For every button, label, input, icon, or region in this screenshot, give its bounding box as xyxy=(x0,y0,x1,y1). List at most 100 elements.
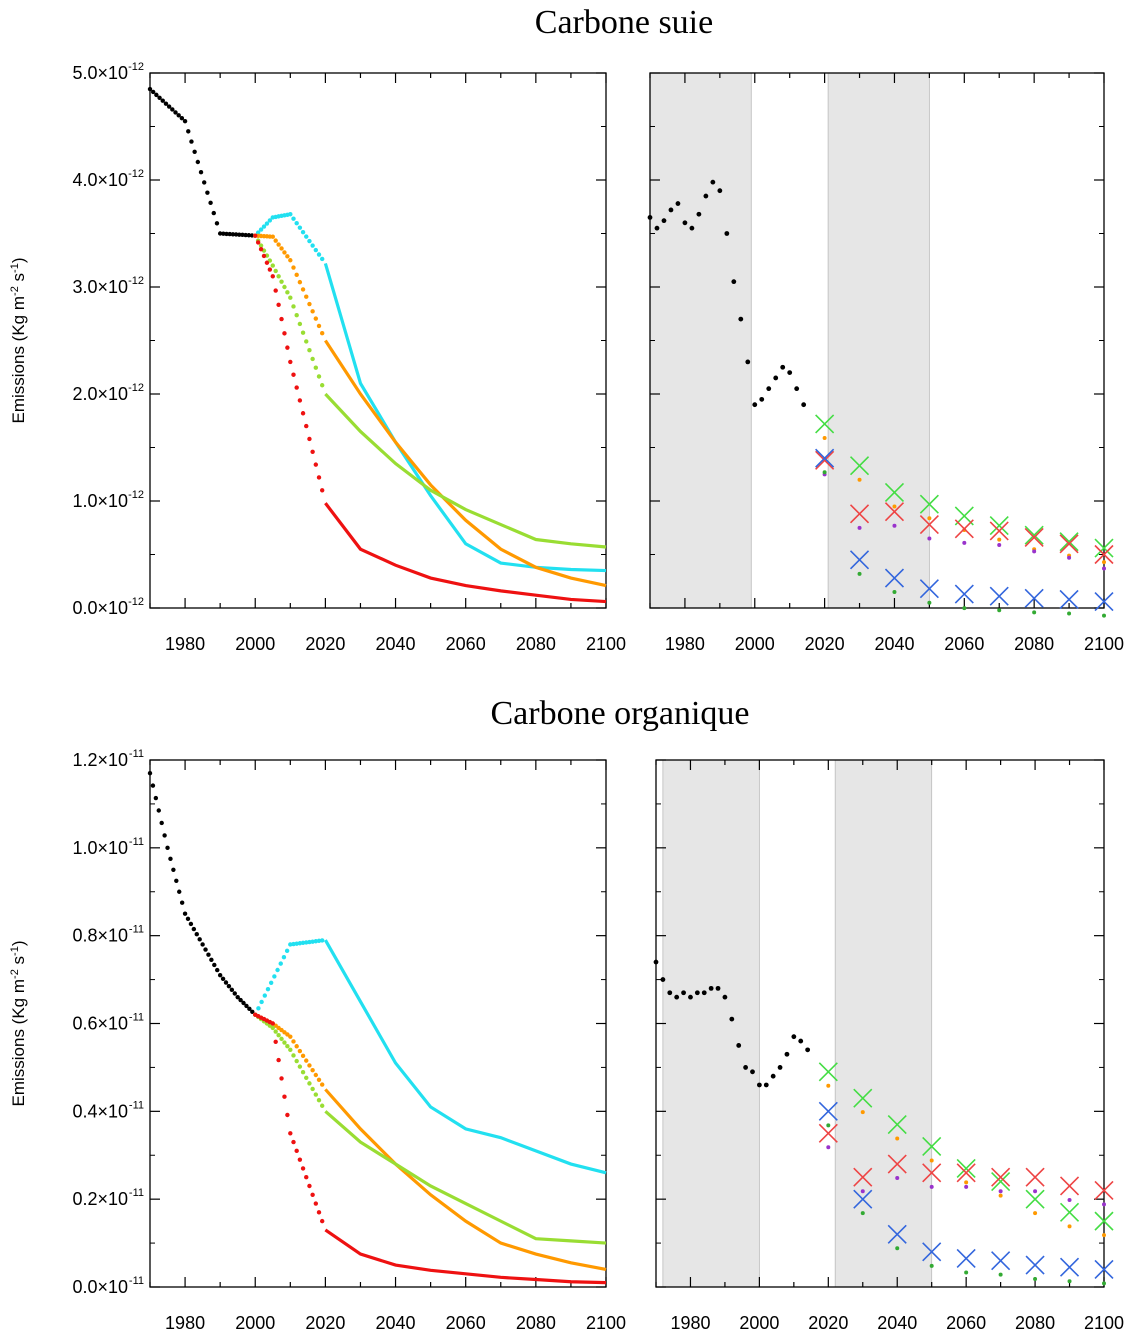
series-point xyxy=(310,243,315,248)
scenario-dot xyxy=(892,590,897,595)
series-point xyxy=(316,475,322,480)
historical-point xyxy=(766,386,772,392)
x-marker xyxy=(919,514,939,535)
series-point xyxy=(304,940,309,945)
x-marker xyxy=(991,1172,1011,1192)
series-point xyxy=(255,240,261,245)
scenario-dot xyxy=(998,1193,1003,1198)
x-marker xyxy=(1059,589,1079,610)
series-point xyxy=(297,225,303,230)
historical-point xyxy=(798,1038,804,1044)
series-point xyxy=(267,218,273,223)
historical-point xyxy=(780,364,786,370)
series-point xyxy=(258,246,264,252)
y-tick-exponent: -11 xyxy=(129,1012,144,1024)
series-point xyxy=(307,939,312,945)
x-marker xyxy=(849,456,870,476)
x-marker xyxy=(989,521,1009,541)
series-point xyxy=(304,234,309,239)
series-point xyxy=(176,113,181,118)
series-point xyxy=(282,284,287,290)
series-point xyxy=(313,365,319,370)
historical-point xyxy=(661,218,667,224)
scenario-dot xyxy=(1032,549,1037,554)
series-point xyxy=(202,180,207,185)
x-tick-label: 2080 xyxy=(516,1313,556,1333)
series-point xyxy=(300,940,306,946)
scenario-dot xyxy=(929,1158,934,1163)
scenario-dot xyxy=(1102,560,1106,565)
series-point xyxy=(235,994,240,1000)
chart-oc-scenario-markers: 1980 2000 2020 2040 2060 2080 2100 xyxy=(653,759,1124,1333)
x-marker xyxy=(1059,532,1079,552)
series-line xyxy=(324,1228,607,1285)
y-tick-exponent: -12 xyxy=(128,489,144,501)
series-point xyxy=(205,190,210,195)
historical-point xyxy=(784,1051,790,1057)
scenario-dot xyxy=(929,1263,934,1268)
x-marker xyxy=(989,516,1009,536)
series-point xyxy=(177,889,182,894)
series-point xyxy=(291,1139,296,1145)
chart-bc-scenario-markers: 1980 2000 2020 2040 2060 2080 2100 xyxy=(647,72,1124,654)
series-point xyxy=(203,947,208,952)
series-point xyxy=(319,1103,325,1108)
y-tick-label: 0.2×10 xyxy=(72,1189,128,1209)
series-point xyxy=(255,230,261,235)
scenario-dot xyxy=(1067,1279,1072,1284)
series-point xyxy=(233,232,239,237)
x-marker xyxy=(922,1242,942,1262)
series-point xyxy=(285,1043,290,1049)
y-tick-exponent: -12 xyxy=(128,61,144,73)
x-tick-label: 2100 xyxy=(1084,1313,1124,1333)
historical-point xyxy=(701,990,707,996)
y-tick-exponent: -11 xyxy=(129,748,144,760)
plot-frame xyxy=(149,759,607,1288)
scenario-dot xyxy=(826,1123,831,1128)
series-point xyxy=(264,260,270,265)
series-point xyxy=(319,488,325,493)
series-point xyxy=(223,980,229,985)
series-line xyxy=(323,263,607,573)
historical-point xyxy=(653,959,659,965)
scenario-dot xyxy=(964,1180,969,1185)
scenario-dot xyxy=(1067,611,1072,616)
series-point xyxy=(288,212,293,217)
x-tick-label: 2060 xyxy=(446,1313,486,1333)
series-point xyxy=(270,1025,275,1031)
x-tick-label: 2020 xyxy=(305,1313,345,1333)
shaded-period-0 xyxy=(662,759,760,1288)
marker-series-2 xyxy=(818,1101,1114,1286)
shaded-period-1 xyxy=(834,759,933,1288)
series-point xyxy=(300,1070,306,1075)
series-point xyxy=(300,1053,306,1059)
series-line xyxy=(324,1110,607,1245)
x-marker xyxy=(849,550,870,570)
series-point xyxy=(319,331,325,336)
historical-point xyxy=(667,990,673,996)
x-marker xyxy=(1094,544,1114,565)
series-point xyxy=(319,383,325,388)
series-2 xyxy=(253,233,607,588)
x-marker xyxy=(887,1154,907,1174)
marker-series-0 xyxy=(815,414,1114,565)
series-point xyxy=(273,1029,278,1034)
x-marker xyxy=(919,494,939,514)
scenario-dot xyxy=(1102,566,1106,571)
series-point xyxy=(319,938,325,943)
series-point xyxy=(267,267,273,272)
series-point xyxy=(279,279,284,284)
x-tick-label: 2020 xyxy=(808,1313,848,1333)
series-point xyxy=(253,233,258,238)
series-point xyxy=(310,309,315,314)
x-marker xyxy=(1059,1202,1080,1222)
series-point xyxy=(191,926,197,932)
series-point xyxy=(241,1000,246,1006)
series-point xyxy=(300,411,306,416)
x-marker xyxy=(815,450,835,470)
series-point xyxy=(174,878,179,883)
historical-point xyxy=(710,179,716,185)
series-point xyxy=(156,808,161,813)
series-point xyxy=(264,221,270,226)
